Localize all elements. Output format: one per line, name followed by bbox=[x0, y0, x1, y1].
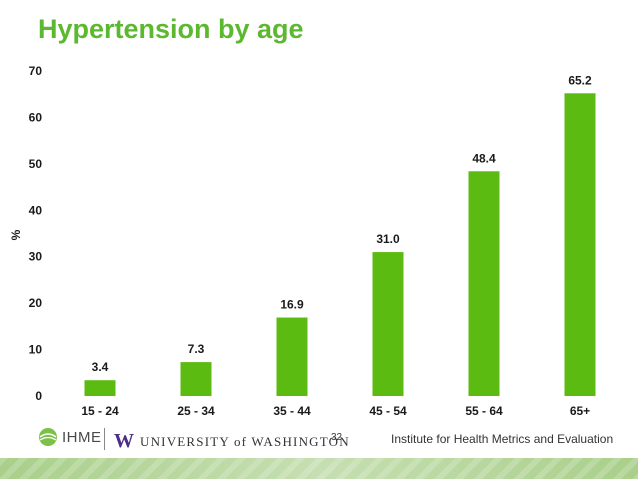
bar bbox=[84, 380, 116, 396]
x-axis: 15 - 24 25 - 34 35 - 44 45 - 54 55 - 64 65+ bbox=[81, 404, 590, 418]
x-tick-label: 25 - 34 bbox=[177, 404, 215, 418]
x-tick-label: 55 - 64 bbox=[465, 404, 503, 418]
page-number: 32 bbox=[331, 432, 343, 443]
uw-logo: W UNIVERSITY of WASHINGTON bbox=[114, 430, 350, 453]
y-axis-label: % bbox=[9, 229, 23, 240]
bar bbox=[276, 317, 308, 396]
y-tick-label: 20 bbox=[29, 296, 43, 310]
uw-logo-text: UNIVERSITY of WASHINGTON bbox=[140, 433, 350, 449]
data-label: 16.9 bbox=[280, 298, 304, 312]
institute-name: Institute for Health Metrics and Evaluat… bbox=[391, 432, 614, 446]
ihme-logo: IHME bbox=[38, 427, 102, 447]
bar-chart: 0 10 20 30 40 50 60 70 3.4 7.3 16.9 31.0 48.4 65.2 1… bbox=[9, 64, 596, 418]
bar bbox=[372, 252, 404, 396]
y-tick-label: 50 bbox=[29, 157, 43, 171]
uw-w-icon: W bbox=[114, 430, 134, 452]
y-tick-label: 60 bbox=[29, 110, 43, 124]
data-label: 3.4 bbox=[92, 360, 109, 374]
footer-divider bbox=[104, 428, 105, 450]
globe-icon bbox=[39, 428, 57, 446]
data-label: 65.2 bbox=[568, 73, 592, 87]
y-tick-label: 0 bbox=[35, 389, 42, 403]
x-tick-label: 65+ bbox=[570, 404, 590, 418]
x-tick-label: 45 - 54 bbox=[369, 404, 407, 418]
y-axis: 0 10 20 30 40 50 60 70 bbox=[29, 64, 43, 403]
y-tick-label: 40 bbox=[29, 203, 43, 217]
y-tick-label: 10 bbox=[29, 343, 43, 357]
data-label: 31.0 bbox=[376, 232, 400, 246]
bar bbox=[180, 362, 212, 396]
chart-title: Hypertension by age bbox=[38, 14, 304, 44]
data-label: 48.4 bbox=[472, 151, 496, 165]
x-tick-label: 15 - 24 bbox=[81, 404, 119, 418]
y-tick-label: 30 bbox=[29, 250, 43, 264]
ihme-logo-text: IHME bbox=[62, 428, 102, 446]
bar bbox=[564, 93, 596, 397]
data-label: 7.3 bbox=[188, 342, 205, 356]
bars: 3.4 7.3 16.9 31.0 48.4 65.2 bbox=[84, 73, 596, 397]
bar bbox=[468, 171, 500, 396]
x-tick-label: 35 - 44 bbox=[273, 404, 311, 418]
y-tick-label: 70 bbox=[29, 64, 43, 78]
bottom-band bbox=[0, 458, 638, 479]
